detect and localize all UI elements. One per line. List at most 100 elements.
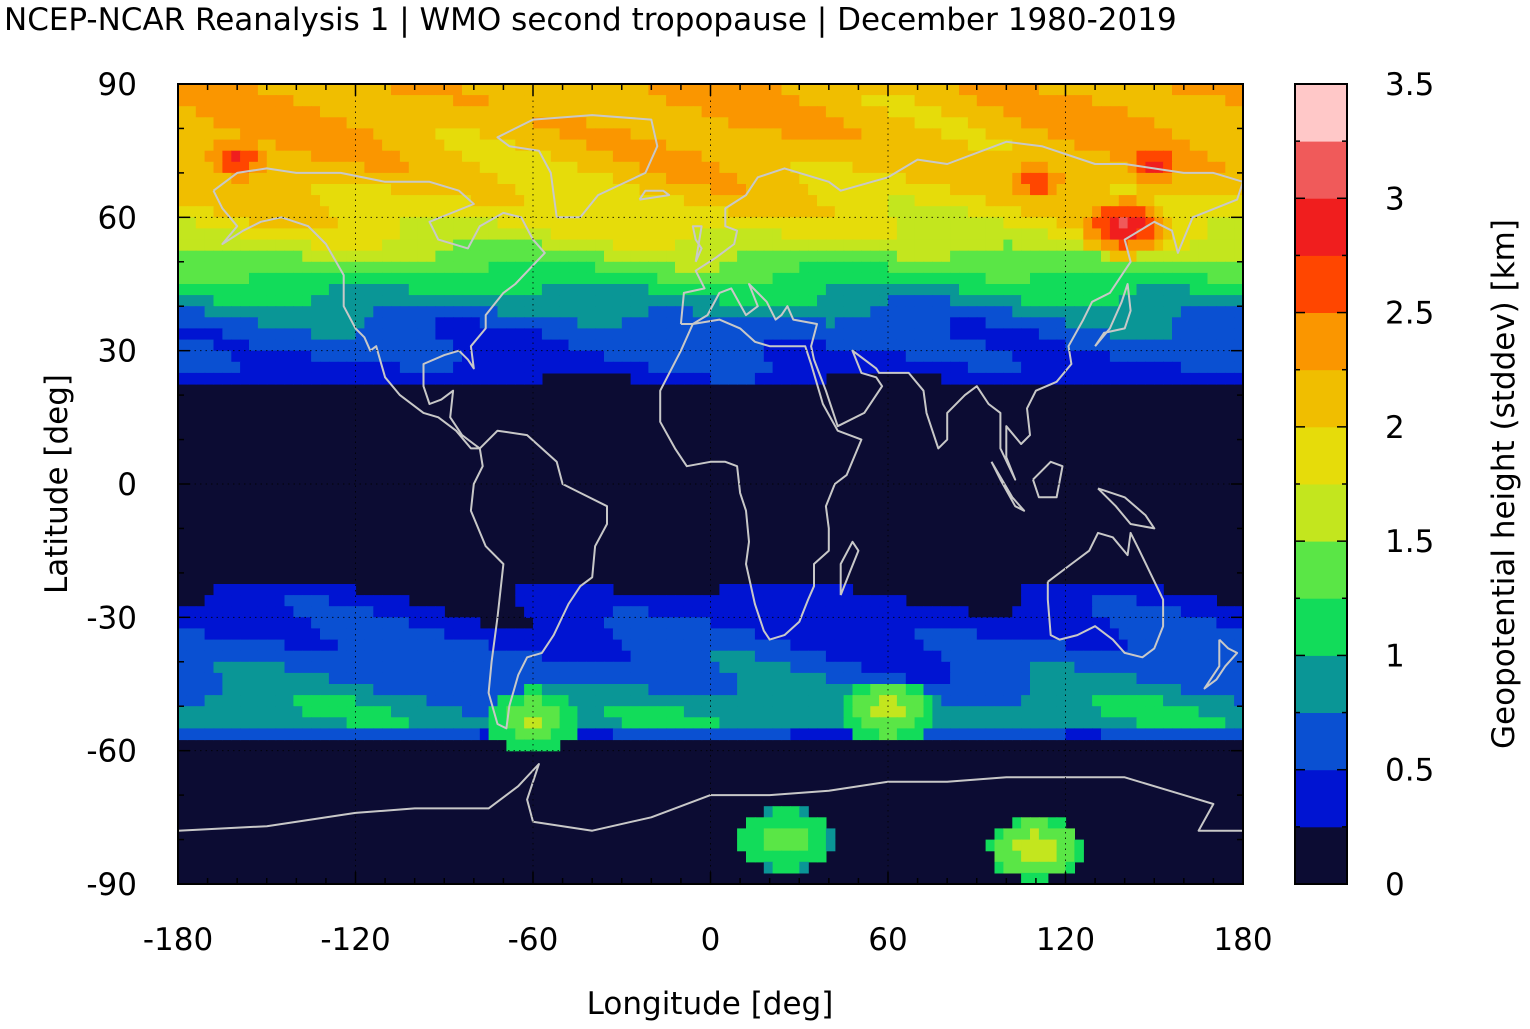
- heatmap-cell: [648, 106, 658, 118]
- heatmap-cell: [861, 250, 871, 263]
- heatmap-cell: [1207, 595, 1217, 607]
- heatmap-cell: [293, 272, 303, 285]
- heatmap-cell: [985, 261, 996, 274]
- heatmap-cell: [195, 272, 206, 285]
- heatmap-cell: [976, 117, 987, 129]
- heatmap-cell: [399, 350, 410, 363]
- heatmap-cell: [257, 661, 268, 674]
- heatmap-cell: [1180, 317, 1191, 329]
- heatmap-cell: [1021, 339, 1031, 352]
- heatmap-cell: [817, 184, 827, 196]
- heatmap-cell: [1145, 661, 1155, 674]
- heatmap-cell: [1092, 361, 1102, 374]
- heatmap-cell: [1163, 684, 1173, 696]
- heatmap-cell: [612, 284, 623, 296]
- heatmap-cell: [524, 739, 534, 752]
- heatmap-cell: [719, 684, 729, 696]
- heatmap-cell: [719, 628, 729, 641]
- heatmap-cell: [1127, 206, 1138, 218]
- heatmap-cell: [328, 184, 339, 196]
- heatmap-cell: [1172, 717, 1182, 729]
- heatmap-cell: [213, 84, 223, 96]
- heatmap-cell: [959, 217, 969, 229]
- heatmap-cell: [1074, 684, 1084, 696]
- heatmap-cell: [1118, 606, 1129, 618]
- heatmap-cell: [435, 272, 445, 285]
- heatmap-cell: [1127, 717, 1138, 729]
- heatmap-cell: [772, 328, 783, 341]
- heatmap-cell: [692, 95, 703, 107]
- heatmap-cell: [1127, 350, 1138, 363]
- heatmap-cell: [346, 317, 357, 329]
- heatmap-cell: [444, 195, 454, 207]
- heatmap-cell: [1083, 184, 1093, 196]
- heatmap-cell: [1074, 606, 1084, 618]
- heatmap-cell: [435, 250, 445, 263]
- heatmap-cell: [426, 639, 436, 652]
- heatmap-cell: [337, 617, 348, 629]
- heatmap-cell: [675, 217, 685, 229]
- heatmap-cell: [1074, 328, 1084, 341]
- heatmap-cell: [879, 317, 889, 329]
- heatmap-cell: [754, 828, 765, 841]
- heatmap-cell: [657, 339, 667, 352]
- heatmap-cell: [976, 250, 987, 263]
- heatmap-cell: [737, 839, 747, 852]
- heatmap-cell: [799, 650, 809, 663]
- heatmap-cell: [861, 317, 871, 329]
- heatmap-cell: [453, 117, 463, 129]
- heatmap-cell: [630, 117, 641, 129]
- heatmap-cell: [577, 361, 587, 374]
- heatmap-cell: [222, 372, 232, 385]
- heatmap-cell: [905, 139, 916, 152]
- heatmap-cell: [462, 628, 472, 641]
- heatmap-cell: [728, 295, 738, 307]
- heatmap-cell: [364, 117, 374, 129]
- heatmap-cell: [275, 706, 286, 718]
- heatmap-cell: [701, 172, 712, 185]
- heatmap-cell: [497, 184, 507, 196]
- heatmap-cell: [1038, 695, 1049, 707]
- heatmap-cell: [1225, 195, 1235, 207]
- heatmap-cell: [186, 650, 197, 663]
- heatmap-cell: [1127, 595, 1138, 607]
- heatmap-cell: [604, 95, 614, 107]
- heatmap-cell: [266, 172, 277, 185]
- heatmap-cell: [754, 95, 765, 107]
- heatmap-cell: [328, 684, 339, 696]
- heatmap-cell: [754, 617, 765, 629]
- heatmap-cell: [1216, 661, 1226, 674]
- heatmap-cell: [799, 284, 809, 296]
- heatmap-cell: [373, 217, 383, 229]
- heatmap-cell: [763, 250, 774, 263]
- heatmap-cell: [648, 217, 658, 229]
- heatmap-cell: [399, 84, 410, 96]
- heatmap-cell: [533, 328, 543, 341]
- heatmap-cell: [683, 695, 694, 707]
- heatmap-cell: [1234, 150, 1244, 163]
- heatmap-cell: [666, 106, 676, 118]
- heatmap-cell: [1207, 717, 1217, 729]
- heatmap-cell: [462, 306, 472, 318]
- heatmap-cell: [408, 339, 419, 352]
- heatmap-cell: [692, 706, 703, 718]
- heatmap-cell: [257, 628, 268, 641]
- heatmap-cell: [382, 228, 392, 241]
- heatmap-cell: [896, 161, 907, 174]
- heatmap-cell: [444, 306, 454, 318]
- heatmap-cell: [479, 239, 490, 252]
- heatmap-cell: [799, 839, 809, 852]
- heatmap-cell: [763, 606, 774, 618]
- heatmap-cell: [799, 861, 809, 874]
- heatmap-cell: [391, 284, 401, 296]
- heatmap-cell: [391, 617, 401, 629]
- heatmap-cell: [1234, 95, 1244, 107]
- heatmap-cell: [630, 228, 641, 241]
- heatmap-cell: [195, 328, 206, 341]
- heatmap-cell: [710, 617, 720, 629]
- heatmap-cell: [612, 350, 623, 363]
- heatmap-cell: [186, 272, 197, 285]
- heatmap-cell: [364, 250, 374, 263]
- heatmap-cell: [746, 195, 756, 207]
- heatmap-cell: [932, 117, 942, 129]
